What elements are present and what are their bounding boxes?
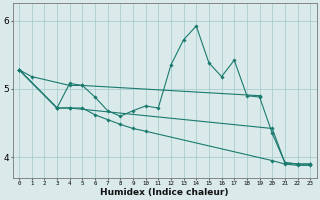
X-axis label: Humidex (Indice chaleur): Humidex (Indice chaleur) <box>100 188 229 197</box>
